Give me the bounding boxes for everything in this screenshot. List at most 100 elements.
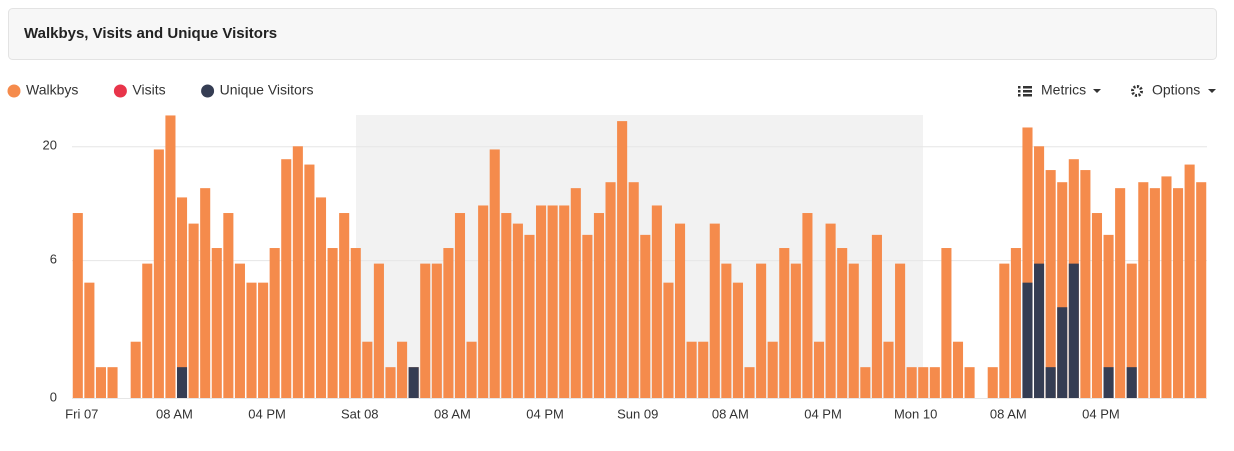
bar (454, 213, 466, 398)
bar (107, 367, 118, 398)
list-icon (1018, 86, 1032, 97)
bar (1126, 367, 1137, 398)
bar (200, 188, 211, 398)
legend-swatch (7, 84, 21, 98)
bar (1010, 248, 1021, 398)
bar (848, 263, 859, 398)
bar (1173, 188, 1184, 398)
bar (304, 164, 315, 398)
header-title: Walkbys, Visits and Unique Visitors (24, 25, 277, 42)
gear-icon (1131, 85, 1143, 97)
bar (512, 223, 523, 398)
bar (756, 263, 767, 398)
bar (674, 223, 686, 398)
bar (1196, 182, 1207, 398)
bar (72, 213, 83, 398)
bar (234, 263, 245, 398)
legend-label: Walkbys (26, 82, 78, 98)
bar (397, 341, 408, 398)
bar (339, 213, 350, 398)
bar (906, 367, 917, 398)
bar (617, 121, 628, 398)
bar (153, 149, 164, 398)
bar (941, 248, 952, 398)
bar (258, 282, 269, 398)
bar (709, 223, 720, 398)
caret (1208, 89, 1216, 93)
bar (466, 341, 477, 398)
bar (1057, 182, 1068, 398)
bar (385, 367, 396, 398)
bar (1126, 263, 1137, 398)
bar (582, 234, 593, 398)
bar (223, 213, 234, 398)
bar (929, 367, 940, 398)
bar (176, 367, 188, 398)
bar (408, 367, 419, 398)
bar (987, 367, 998, 398)
legend-label: Unique Visitors (220, 82, 314, 98)
bar (165, 115, 176, 398)
bar (1022, 127, 1033, 399)
y-tick-label: 20 (43, 138, 57, 153)
legend-label: Visits (132, 82, 165, 98)
bar (663, 282, 674, 398)
bar (686, 341, 697, 398)
bar (211, 248, 222, 398)
bar (1115, 188, 1126, 398)
bar (779, 248, 790, 398)
bar (605, 182, 616, 398)
metrics-button[interactable]: Metrics (1018, 82, 1101, 98)
bar (895, 263, 906, 398)
bar (1045, 170, 1056, 398)
bar (95, 367, 106, 398)
bar (501, 213, 512, 398)
bar (999, 263, 1010, 398)
x-tick-label: 08 AM (990, 406, 1027, 421)
bar (860, 367, 871, 398)
bar (443, 248, 454, 398)
bar (825, 223, 836, 398)
x-tick-label: Sun 09 (617, 406, 658, 421)
x-tick-label: Mon 10 (894, 406, 937, 421)
bar (188, 223, 199, 398)
y-tick-label: 0 (50, 389, 57, 404)
x-tick-label: Fri 07 (65, 406, 98, 421)
bar (269, 248, 280, 398)
options-button[interactable]: Options (1131, 82, 1217, 98)
bar (721, 263, 732, 398)
bar (1045, 367, 1056, 398)
bar (1103, 234, 1114, 398)
bar (1138, 182, 1149, 398)
bar (1184, 164, 1195, 398)
bar (952, 341, 964, 398)
bar (176, 197, 188, 398)
x-tick-label: 08 AM (712, 406, 749, 421)
bar (883, 341, 894, 398)
header-panel (8, 8, 1217, 60)
bar (1080, 170, 1091, 398)
bar (651, 205, 662, 398)
bar (536, 205, 547, 398)
bar (478, 205, 489, 398)
bar (802, 213, 813, 398)
x-tick-label: Sat 08 (341, 406, 379, 421)
bar (246, 282, 257, 398)
bar (698, 341, 709, 398)
x-tick-label: 04 PM (248, 406, 286, 421)
bar (1161, 176, 1172, 398)
bar (1057, 307, 1068, 398)
bar (315, 197, 327, 398)
y-tick-label: 6 (50, 252, 57, 267)
bar (1149, 188, 1160, 398)
bar (524, 234, 535, 398)
bar (790, 263, 801, 398)
bar (142, 263, 153, 398)
bar (732, 282, 743, 398)
bar (1034, 263, 1045, 398)
bar (547, 205, 558, 398)
bar (84, 282, 95, 398)
x-tick-label: 08 AM (156, 406, 193, 421)
bar (431, 263, 442, 398)
